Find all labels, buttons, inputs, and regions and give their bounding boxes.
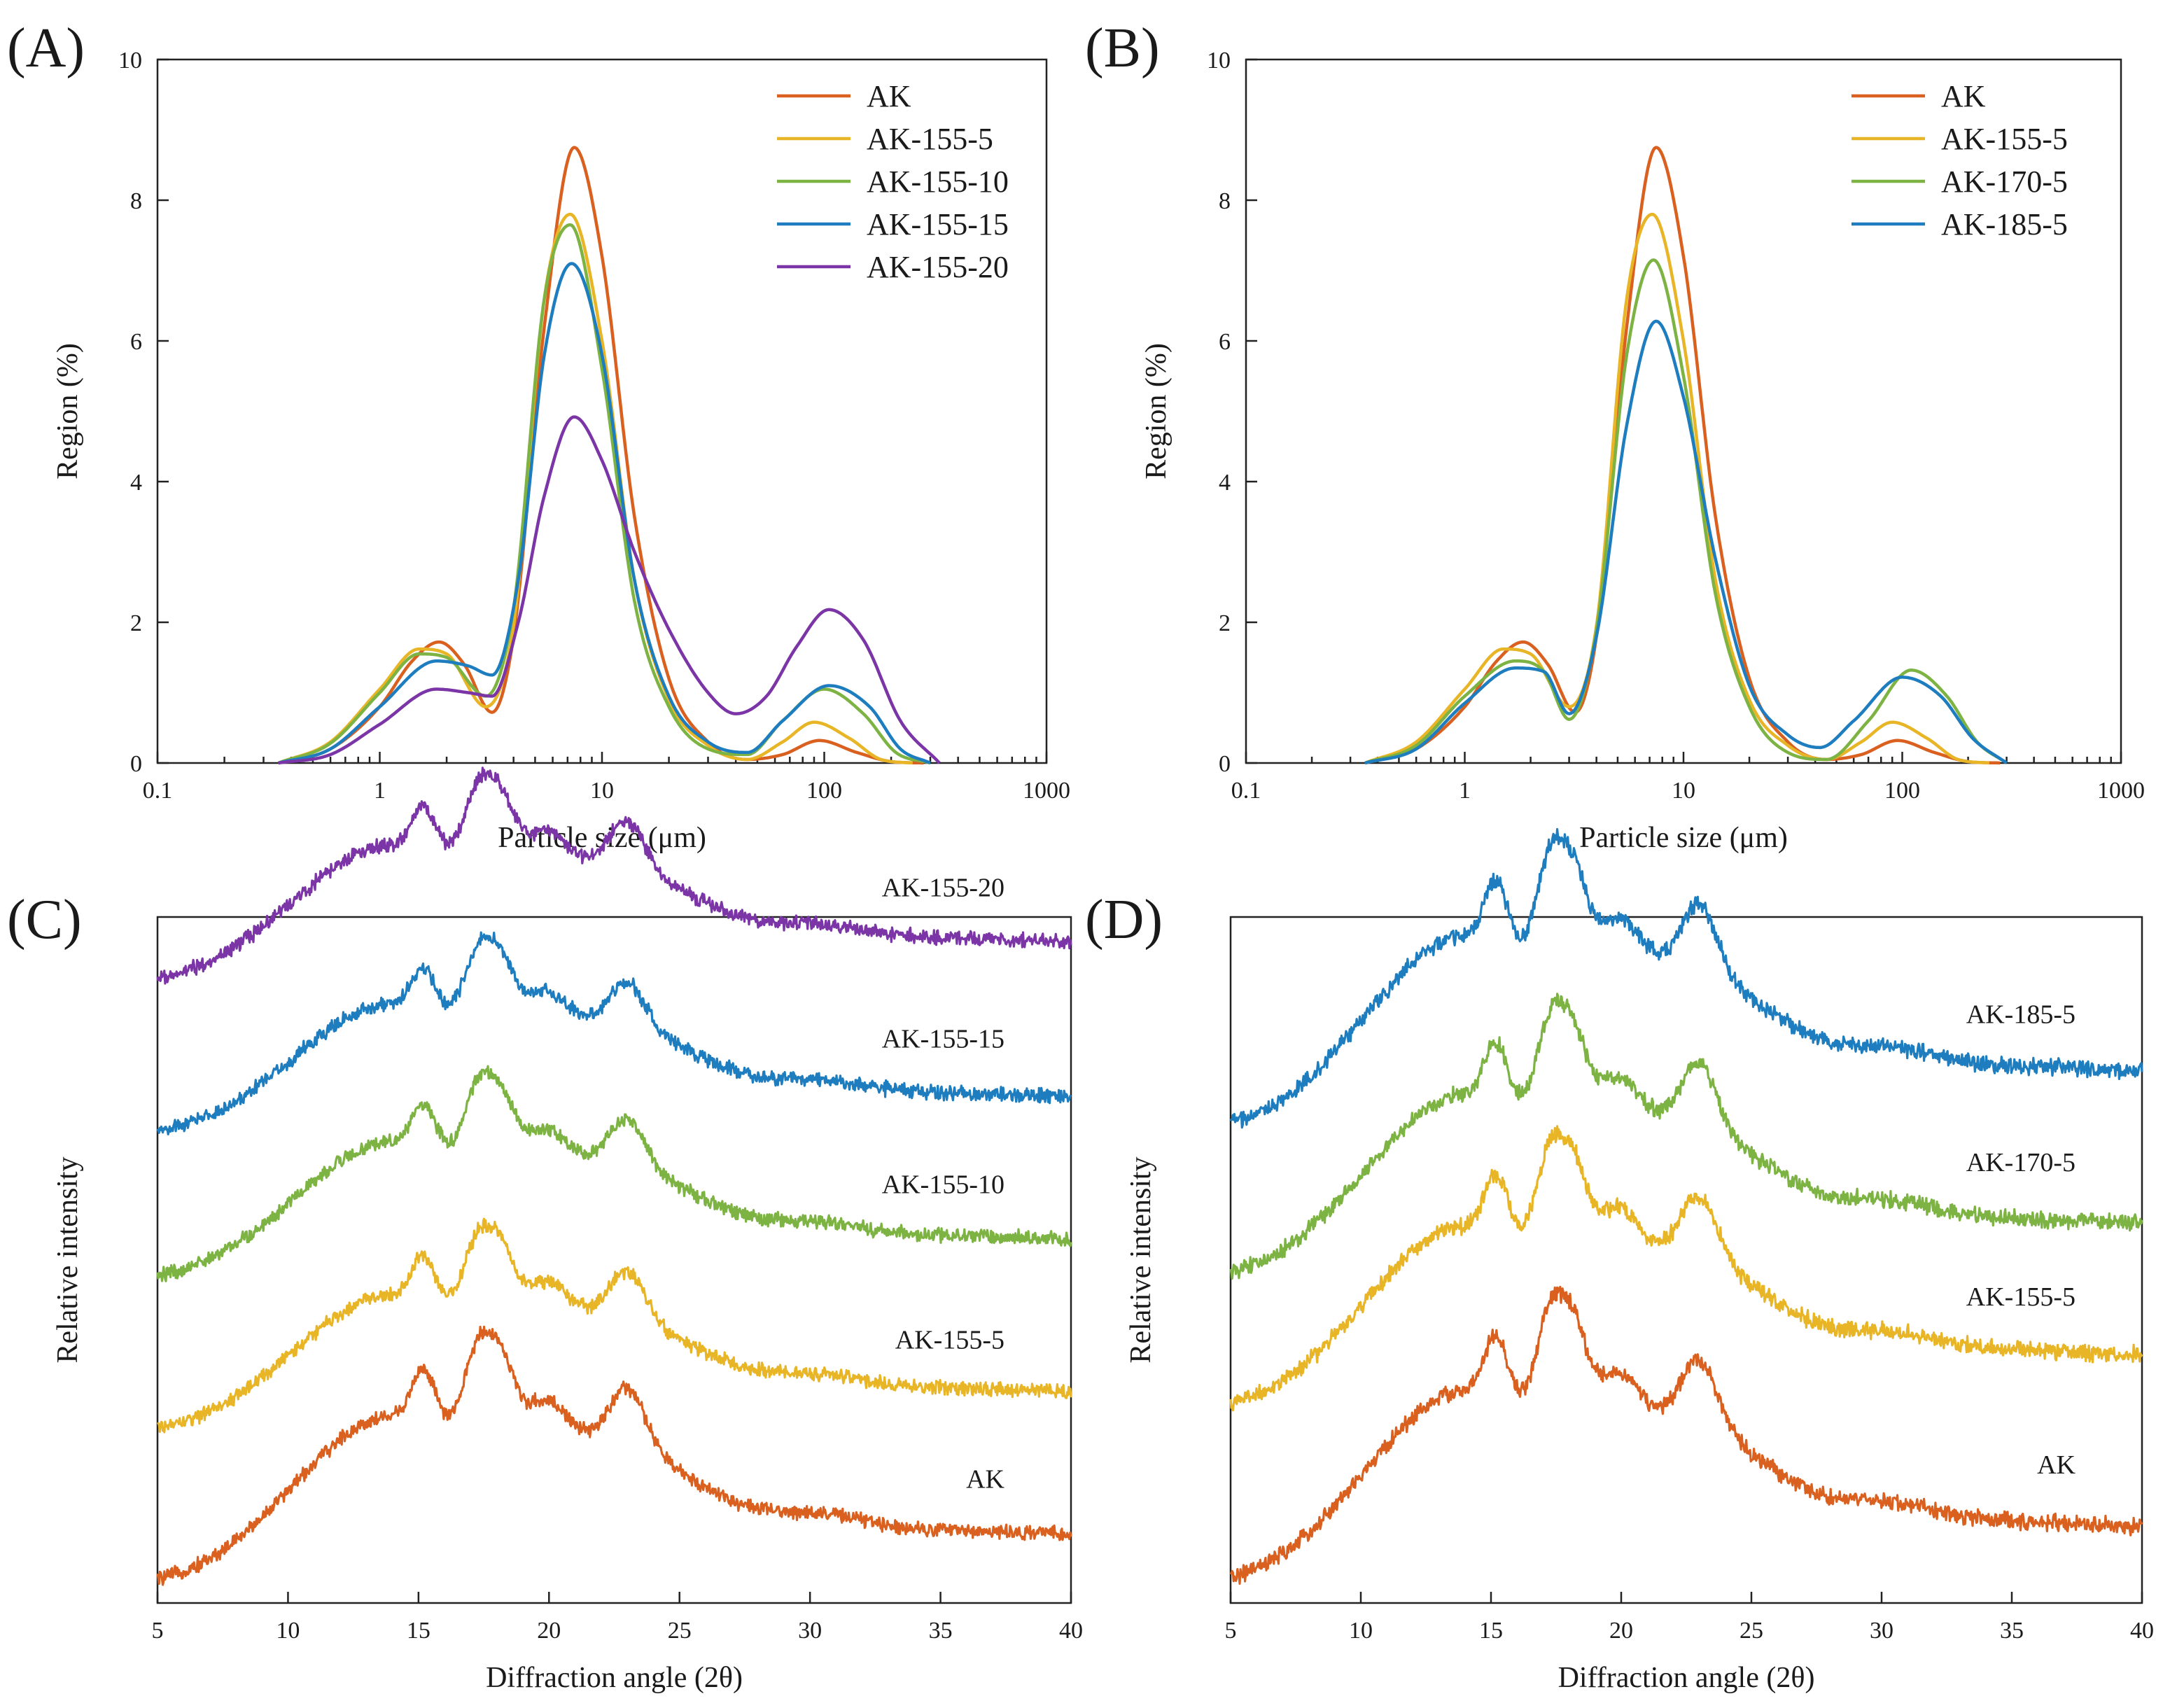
-c-plot-frame: [156, 916, 1072, 1604]
-b-y-axis-label: Region (%): [1140, 343, 1172, 479]
-a-legend-item-ak-155-5: AK-155-5: [867, 122, 993, 156]
-c-x-tick-label: 30: [798, 1618, 822, 1644]
-b-legend-item-ak-185-5: AK-185-5: [1941, 207, 2068, 241]
-d-x-tick-label: 35: [2000, 1618, 2024, 1644]
-c-x-tick-label: 40: [1059, 1618, 1083, 1644]
-a-legend-item-ak-155-10: AK-155-10: [867, 164, 1009, 199]
-a-x-tick-label: 0.1: [143, 778, 173, 804]
-c-trace-label-ak-155-20: AK-155-20: [882, 873, 1004, 902]
-d-trace-label-ak-170-5: AK-170-5: [1966, 1148, 2076, 1177]
panel-d: (D) 5 10 15 20 25 30 35 40 Diffraction angle (2θ…: [1085, 827, 2154, 1694]
-a-x-tick-label: 10: [590, 778, 614, 804]
-b-y-tick-label: 4: [1219, 470, 1231, 496]
-a-x-tick-label: 1: [374, 778, 386, 804]
-d-trace-label-ak: AK: [2037, 1450, 2076, 1480]
-c-xrd-trace-ak-155-20: [156, 766, 1072, 985]
panel-c-label: (C): [7, 889, 82, 951]
-b-y-tick-label: 0: [1219, 751, 1231, 777]
-a-y-axis-label: Region (%): [52, 343, 84, 479]
-a-y-tick-label: 6: [130, 329, 142, 355]
panel-c-plot: 5 10 15 20 25 30 35 40 Diffraction angle (2θ) Rel…: [52, 766, 1083, 1694]
-b-x-tick-label: 10: [1672, 778, 1695, 804]
-a-y-tick-label: 4: [130, 470, 142, 496]
-a-series-ak-155-15: [278, 262, 931, 765]
-a-legend-item-ak-155-15: AK-155-15: [867, 207, 1009, 241]
-b-x-tick-label: 100: [1884, 778, 1920, 804]
-c-x-tick-label: 35: [929, 1618, 953, 1644]
-d-x-tick-label: 10: [1349, 1618, 1373, 1644]
-c-xrd-trace-ak-155-15: [156, 931, 1072, 1135]
-a-y-tick-label: 2: [130, 610, 142, 636]
-d-trace-label-ak-155-5: AK-155-5: [1966, 1282, 2076, 1312]
-d-xrd-trace-ak-170-5: [1229, 993, 2143, 1280]
-d-trace-label-ak-185-5: AK-185-5: [1966, 1000, 2076, 1030]
-d-x-tick-label: 40: [2130, 1618, 2154, 1644]
-a-legend-item-ak-155-20: AK-155-20: [867, 250, 1009, 284]
panel-d-label: (D): [1085, 889, 1163, 951]
-c-x-tick-label: 5: [152, 1618, 164, 1644]
-c-trace-label-ak-155-15: AK-155-15: [882, 1025, 1004, 1054]
-d-x-tick-label: 30: [1870, 1618, 1893, 1644]
-d-xrd-trace-ak-155-5: [1229, 1125, 2143, 1412]
-a-x-tick-label: 1000: [1023, 778, 1070, 804]
-b-series-ak-185-5: [1364, 319, 2008, 765]
-a-series-ak-155-10: [277, 223, 931, 765]
-b-y-tick-label: 10: [1207, 48, 1231, 74]
-c-xrd-trace-ak: [156, 1325, 1072, 1586]
-c-xrd-trace-ak-155-5: [156, 1217, 1072, 1434]
-d-x-tick-label: 15: [1479, 1618, 1503, 1644]
-a-series-ak: [278, 146, 924, 765]
panel-b-label: (B): [1085, 18, 1160, 79]
-c-trace-label-ak-155-5: AK-155-5: [895, 1325, 1004, 1354]
-a-x-tick-label: 100: [806, 778, 842, 804]
-b-legend-item-ak-155-5: AK-155-5: [1941, 122, 2068, 156]
-c-trace-label-ak: AK: [966, 1464, 1004, 1494]
panel-c: (C) 5 10 15 20 25 30 35 40 Diffraction angle (2θ…: [7, 766, 1083, 1694]
-c-x-tick-label: 20: [537, 1618, 561, 1644]
panel-a-label: (A): [7, 18, 85, 79]
-c-x-tick-label: 10: [276, 1618, 300, 1644]
-b-x-tick-label: 1000: [2097, 778, 2145, 804]
-c-y-axis-label: Relative intensity: [52, 1156, 84, 1363]
-a-series-ak-155-5: [277, 212, 913, 765]
-b-y-tick-label: 2: [1219, 610, 1231, 636]
-d-x-tick-label: 5: [1225, 1618, 1237, 1644]
-a-y-tick-label: 0: [130, 751, 142, 777]
-b-y-tick-label: 6: [1219, 329, 1231, 355]
-b-x-tick-label: 0.1: [1231, 778, 1261, 804]
-b-x-tick-label: 1: [1459, 778, 1471, 804]
-c-x-tick-label: 15: [407, 1618, 430, 1644]
-d-xrd-trace-ak: [1229, 1285, 2143, 1585]
-c-trace-label-ak-155-10: AK-155-10: [882, 1170, 1004, 1199]
-c-x-tick-label: 25: [668, 1618, 692, 1644]
panel-d-plot: 5 10 15 20 25 30 35 40 Diffraction angle (2θ) Rel…: [1125, 827, 2154, 1694]
-a-legend-item-ak: AK: [867, 79, 911, 113]
-b-x-axis-label: Particle size (μm): [1579, 822, 1788, 854]
-d-xrd-trace-ak-185-5: [1229, 827, 2143, 1129]
-a-y-tick-label: 10: [118, 48, 142, 74]
-d-x-tick-label: 25: [1740, 1618, 1763, 1644]
-b-legend-item-ak: AK: [1941, 79, 1986, 113]
-a-series-ak-155-20: [278, 415, 941, 765]
-c-x-axis-label: Diffraction angle (2θ): [486, 1662, 743, 1694]
-b-series-ak-170-5: [1364, 258, 2008, 765]
-b-y-tick-label: 8: [1219, 188, 1231, 214]
-a-y-tick-label: 8: [130, 188, 142, 214]
-d-x-tick-label: 20: [1609, 1618, 1633, 1644]
-b-legend-item-ak-170-5: AK-170-5: [1941, 164, 2068, 199]
-d-x-axis-label: Diffraction angle (2θ): [1558, 1662, 1815, 1694]
-b-series-ak-155-5: [1364, 212, 1990, 765]
-c-xrd-trace-ak-155-10: [156, 1065, 1072, 1282]
-d-y-axis-label: Relative intensity: [1125, 1156, 1157, 1363]
